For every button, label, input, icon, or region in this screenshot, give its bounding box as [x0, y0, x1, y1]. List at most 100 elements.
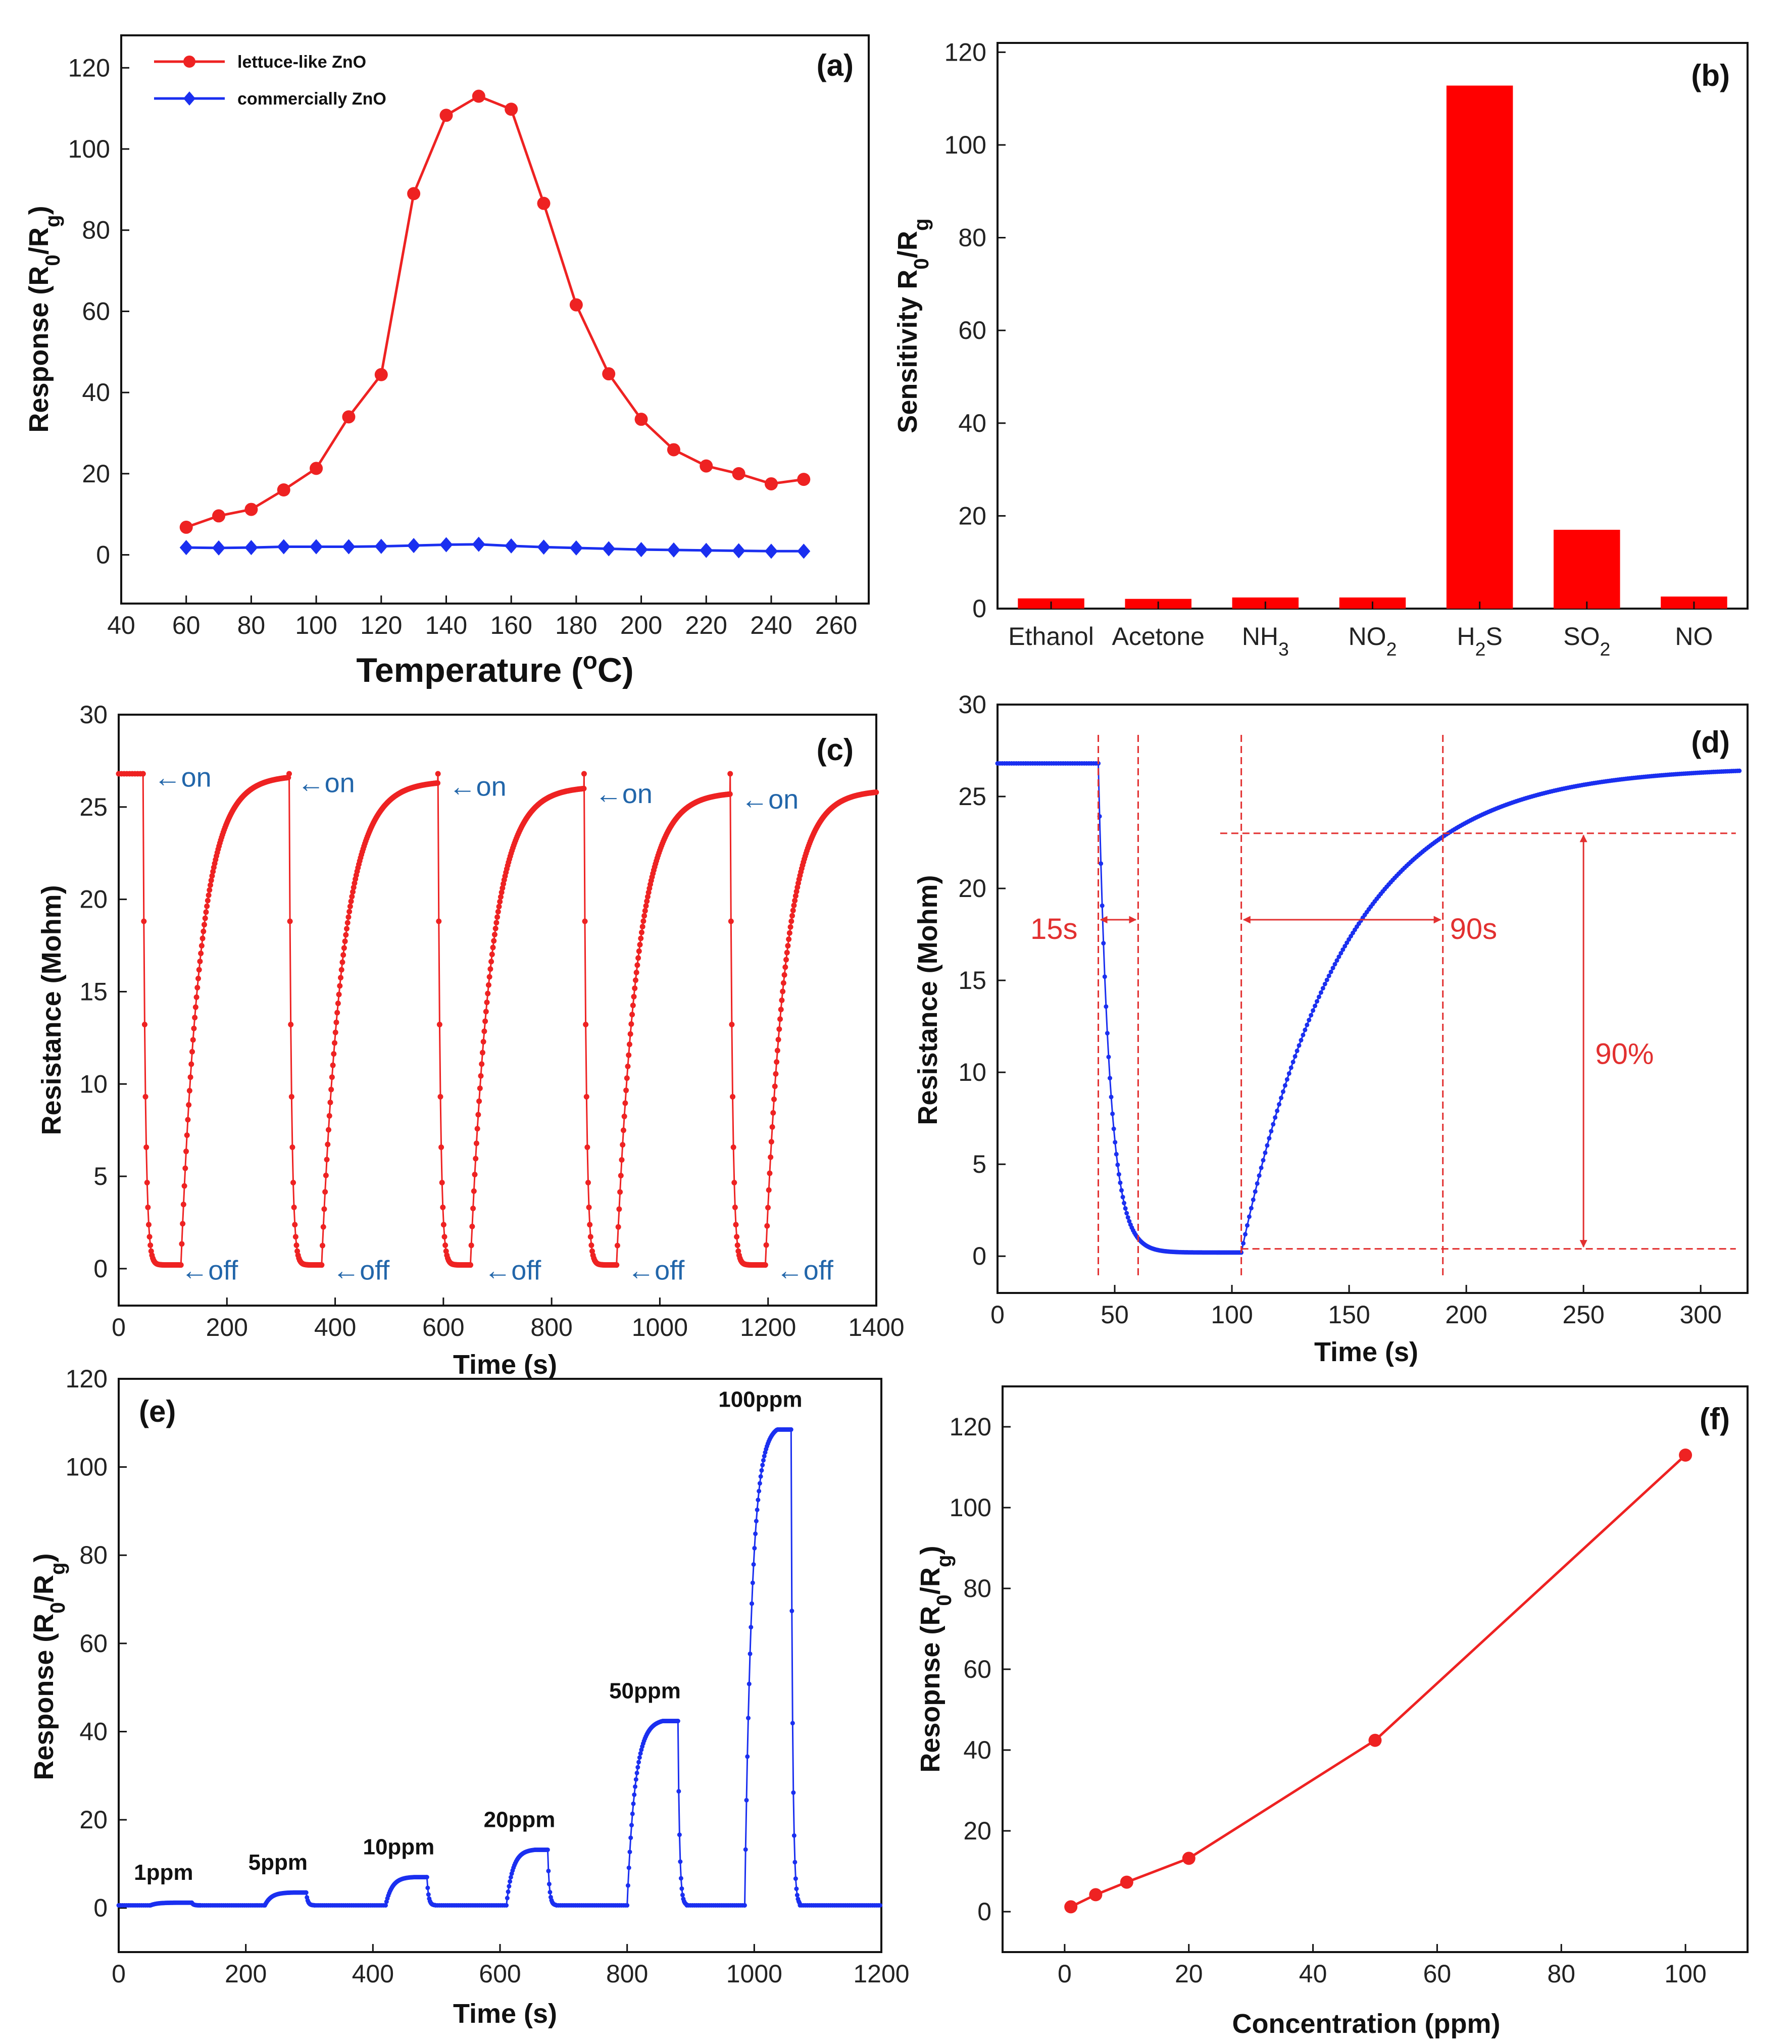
data-point [244, 540, 258, 556]
data-point [209, 873, 215, 879]
data-point [1241, 1241, 1246, 1246]
data-point [640, 918, 646, 924]
data-point [439, 1179, 445, 1185]
data-point [636, 948, 642, 954]
data-point [338, 975, 343, 981]
data-point [625, 1063, 631, 1069]
data-point [472, 1172, 478, 1178]
y-tick-label: 120 [944, 38, 986, 66]
legend-label: lettuce-like ZnO [237, 53, 366, 72]
data-point [1345, 940, 1350, 945]
data-point [180, 1221, 186, 1227]
data-point [470, 1206, 476, 1212]
data-point [438, 1144, 444, 1150]
y-tick-label: 80 [82, 216, 110, 244]
data-point [644, 898, 650, 904]
data-point [1277, 1102, 1282, 1107]
data-point [477, 1085, 483, 1091]
data-point [193, 994, 200, 1000]
data-point [293, 1242, 300, 1248]
data-point [1089, 1888, 1103, 1902]
y-axis-label: Response (R0/Rg) [29, 1553, 69, 1780]
data-point [877, 1903, 882, 1908]
data-point [790, 908, 796, 914]
data-point [441, 1234, 447, 1240]
data-point [788, 1427, 793, 1432]
data-point [335, 1001, 341, 1007]
data-point [700, 459, 713, 473]
data-point [733, 1222, 739, 1228]
panel-label: (a) [817, 48, 854, 82]
data-point [489, 952, 495, 958]
data-point [189, 1049, 195, 1055]
data-point [473, 1156, 479, 1162]
data-point [486, 974, 492, 980]
annotation-on: ←on [449, 772, 507, 802]
data-point [678, 1859, 683, 1864]
data-point [1288, 1065, 1293, 1070]
data-point [637, 941, 643, 948]
data-point [791, 1790, 796, 1795]
data-point [727, 791, 733, 797]
data-point [333, 1019, 339, 1025]
data-point [326, 1113, 332, 1119]
annotation-off: ←off [181, 1256, 238, 1286]
data-point [479, 1050, 485, 1056]
y-axis-label: Sensitivity R0/Rg [892, 218, 933, 433]
data-point [1322, 981, 1327, 986]
data-point [179, 540, 193, 556]
data-point [626, 1052, 632, 1058]
data-point [321, 1206, 327, 1212]
data-point [537, 196, 551, 210]
data-point [188, 1061, 194, 1067]
data-point [667, 542, 680, 558]
x-tick-label: 200 [1445, 1301, 1487, 1329]
data-point [632, 977, 638, 983]
data-point [345, 914, 352, 920]
data-point [141, 918, 147, 924]
data-point [508, 1879, 513, 1884]
data-point [212, 509, 226, 523]
data-point [638, 935, 644, 941]
x-tick-label: 80 [237, 611, 266, 639]
panel-label: (b) [1691, 59, 1730, 92]
annotation-90s: 90s [1450, 913, 1498, 945]
panel-a-chart: 0 20 40 60 80 100 120 40 60 80 100 120 140 160 180 200 2… [24, 34, 870, 689]
x-tick-label: 100 [1211, 1301, 1253, 1329]
plot-frame [1002, 1385, 1749, 1953]
data-point [141, 1021, 147, 1027]
data-point [374, 538, 388, 554]
data-point [1124, 1211, 1129, 1216]
data-point [181, 1183, 187, 1189]
y-tick-label: 5 [972, 1150, 986, 1178]
data-point [637, 1755, 642, 1760]
category-label: H2S [1457, 622, 1502, 660]
x-tick-label: 300 [1679, 1301, 1721, 1329]
data-point [635, 1765, 640, 1770]
y-tick-label: 0 [977, 1898, 991, 1926]
data-point [437, 1093, 443, 1100]
data-point [746, 1716, 751, 1721]
annotation-90pct: 90% [1595, 1038, 1654, 1071]
x-tick-label: 120 [360, 611, 402, 639]
data-point [624, 1075, 630, 1081]
data-point [1334, 958, 1339, 963]
data-point [294, 1248, 301, 1254]
data-point [205, 898, 211, 904]
data-point [349, 893, 355, 900]
x-tick-label: 40 [1299, 1960, 1327, 1988]
data-point [1263, 1150, 1268, 1155]
data-point [787, 924, 793, 930]
y-tick-label: 15 [79, 977, 108, 1006]
data-point [143, 1144, 150, 1150]
data-point [638, 1751, 643, 1756]
x-tick-label: 1400 [848, 1313, 904, 1341]
data-point [493, 920, 500, 926]
data-point [619, 1157, 625, 1163]
data-point [638, 929, 644, 935]
data-point [1309, 1013, 1314, 1018]
x-tick-label: 600 [479, 1960, 521, 1988]
data-point [1106, 1055, 1111, 1060]
data-point [789, 1609, 794, 1614]
